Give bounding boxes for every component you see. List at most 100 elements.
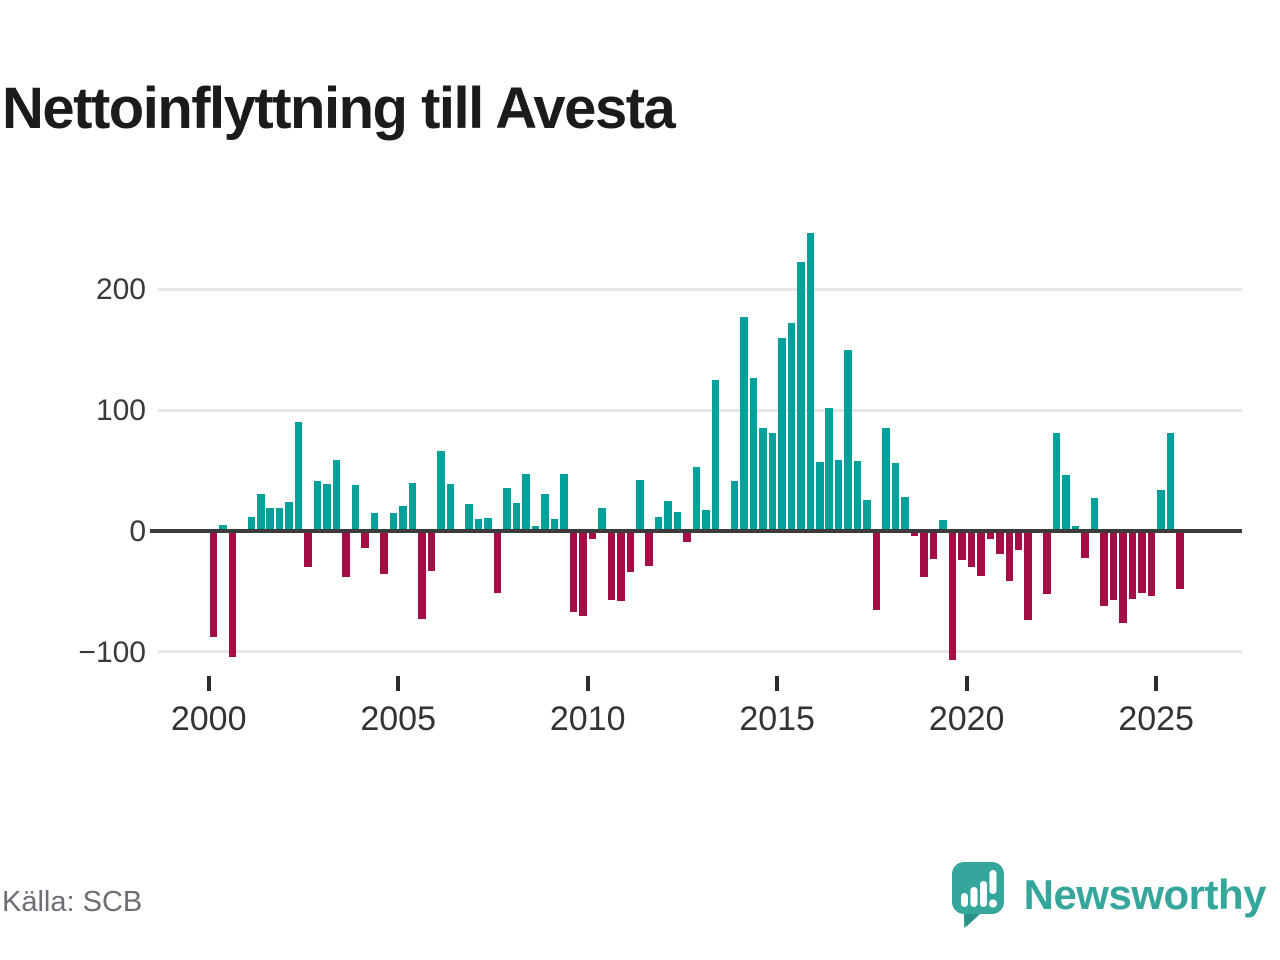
bar xyxy=(1176,531,1184,589)
bar xyxy=(228,531,237,657)
bar xyxy=(882,428,890,531)
bar xyxy=(313,481,322,531)
bar xyxy=(541,493,549,531)
x-axis-tick xyxy=(206,676,211,691)
bar xyxy=(247,516,256,531)
newsworthy-wordmark: Newsworthy xyxy=(1023,871,1267,918)
bar xyxy=(399,505,407,531)
bar xyxy=(1100,531,1108,606)
bar xyxy=(645,531,653,567)
bar xyxy=(275,508,284,531)
x-axis-tick-label: 2000 xyxy=(170,700,247,738)
bar xyxy=(778,337,786,531)
bar xyxy=(1081,531,1089,558)
bar xyxy=(825,407,833,531)
bar xyxy=(673,511,682,531)
bar xyxy=(749,377,758,531)
bar xyxy=(617,531,625,602)
bar xyxy=(408,482,417,531)
bar xyxy=(1166,433,1175,531)
bar xyxy=(512,503,521,531)
bar xyxy=(1128,531,1137,599)
bar xyxy=(1024,531,1032,621)
bar xyxy=(740,317,748,531)
bar xyxy=(522,474,530,531)
bar xyxy=(996,531,1004,554)
bar xyxy=(484,517,492,531)
bar xyxy=(958,531,966,560)
bar xyxy=(607,531,616,600)
bar xyxy=(380,531,388,575)
gridline xyxy=(158,408,1242,412)
bar xyxy=(711,380,720,531)
bar xyxy=(503,487,511,531)
bar xyxy=(816,462,824,531)
bar xyxy=(370,512,379,531)
bar xyxy=(872,531,881,610)
bar xyxy=(1071,526,1080,531)
source-text: Källa: SCB xyxy=(2,886,143,918)
bar xyxy=(901,497,909,531)
bar xyxy=(1052,433,1061,531)
newsworthy-logo: Newsworthy xyxy=(950,860,1267,930)
y-axis-tick-label: 0 xyxy=(129,515,146,548)
x-axis-tick-label: 2005 xyxy=(360,700,436,738)
bar xyxy=(977,531,985,576)
bar xyxy=(806,232,815,531)
bar xyxy=(1014,531,1023,551)
bar xyxy=(702,510,710,531)
bar xyxy=(474,518,483,531)
bar xyxy=(863,499,871,531)
bar xyxy=(427,531,436,571)
chart-title: Nettoinflyttning till Avesta xyxy=(2,75,676,141)
x-axis-tick xyxy=(1154,676,1159,691)
bar xyxy=(598,508,606,531)
bar xyxy=(664,500,672,531)
bar xyxy=(294,422,303,531)
bar xyxy=(730,481,739,531)
bar xyxy=(361,531,369,548)
bar xyxy=(986,531,995,540)
x-axis-tick xyxy=(964,676,969,691)
bar xyxy=(929,531,938,559)
bar xyxy=(1109,531,1118,600)
bar xyxy=(787,323,796,531)
bar xyxy=(759,428,767,531)
bar xyxy=(266,508,274,531)
x-axis-tick-label: 2010 xyxy=(549,700,626,738)
bar xyxy=(636,480,644,531)
y-axis-tick-label: −100 xyxy=(78,635,146,669)
bar xyxy=(465,504,473,531)
bar xyxy=(257,493,265,531)
bar xyxy=(219,524,227,531)
gridline xyxy=(158,287,1242,291)
bar-chart-bubble-icon xyxy=(951,862,1004,928)
bar xyxy=(692,466,701,531)
bar xyxy=(768,433,777,531)
bar xyxy=(1005,531,1013,581)
bar xyxy=(493,531,502,593)
x-axis-tick xyxy=(775,676,780,691)
bar xyxy=(332,459,341,531)
y-axis-tick-label: 200 xyxy=(95,273,146,307)
bar xyxy=(891,463,900,531)
bar xyxy=(967,531,976,568)
x-axis-tick-label: 2020 xyxy=(928,700,1005,738)
bar xyxy=(285,502,293,531)
y-axis-tick-label: 100 xyxy=(95,394,146,428)
bar xyxy=(920,531,928,577)
bar xyxy=(853,460,862,531)
bar xyxy=(939,520,947,531)
bar xyxy=(948,531,957,661)
bar xyxy=(304,531,312,568)
bar xyxy=(342,531,350,577)
bar xyxy=(910,531,919,536)
bar xyxy=(579,531,587,616)
x-axis-tick-label: 2025 xyxy=(1118,700,1194,738)
zero-axis-line xyxy=(150,529,1242,533)
bar xyxy=(446,483,454,531)
bar xyxy=(797,261,805,531)
bar xyxy=(626,531,635,573)
